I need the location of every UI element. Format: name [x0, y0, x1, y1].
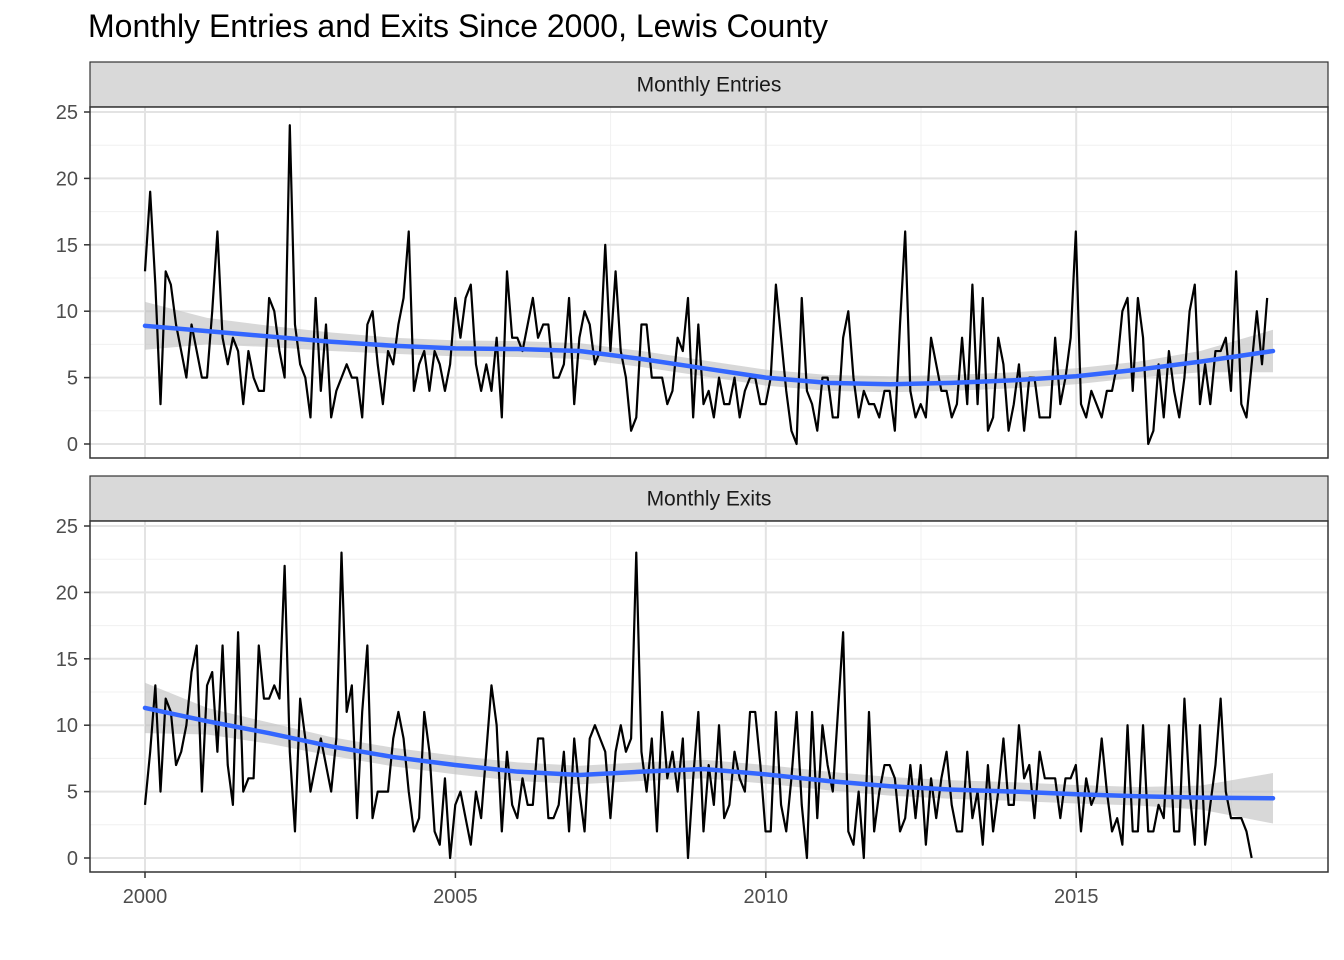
y-tick-label: 25	[56, 102, 78, 124]
y-tick-label: 20	[56, 168, 78, 190]
x-tick-label: 2000	[123, 886, 168, 908]
smooth-line	[142, 705, 1276, 801]
y-tick-label: 5	[67, 368, 78, 390]
y-tick-label: 15	[56, 235, 78, 257]
y-tick-label: 25	[56, 516, 78, 538]
panel-strip-label: Monthly Entries	[637, 74, 782, 97]
y-tick-label: 0	[67, 848, 78, 870]
panel-border	[89, 106, 1329, 459]
smooth-ribbon	[145, 682, 1273, 824]
y-tick-label: 20	[56, 582, 78, 604]
chart-title: Monthly Entries and Exits Since 2000, Le…	[88, 8, 828, 44]
y-tick-label: 5	[67, 782, 78, 804]
x-tick-label: 2005	[433, 886, 478, 908]
x-tick-label: 2015	[1054, 886, 1099, 908]
y-tick-label: 10	[56, 715, 78, 737]
smooth-line	[142, 323, 1276, 387]
panel-strip-bg	[89, 475, 1329, 522]
y-tick-label: 0	[67, 434, 78, 456]
panel-strip-label: Monthly Exits	[647, 488, 772, 511]
panel-bg	[90, 521, 1328, 872]
smooth-ribbon	[145, 301, 1273, 393]
series-line	[143, 551, 1253, 860]
y-tick-label: 15	[56, 649, 78, 671]
y-tick-label: 10	[56, 301, 78, 323]
panel-border	[89, 520, 1329, 873]
panel-bg	[90, 107, 1328, 458]
x-tick-label: 2010	[744, 886, 789, 908]
panel-strip-bg	[89, 61, 1329, 108]
